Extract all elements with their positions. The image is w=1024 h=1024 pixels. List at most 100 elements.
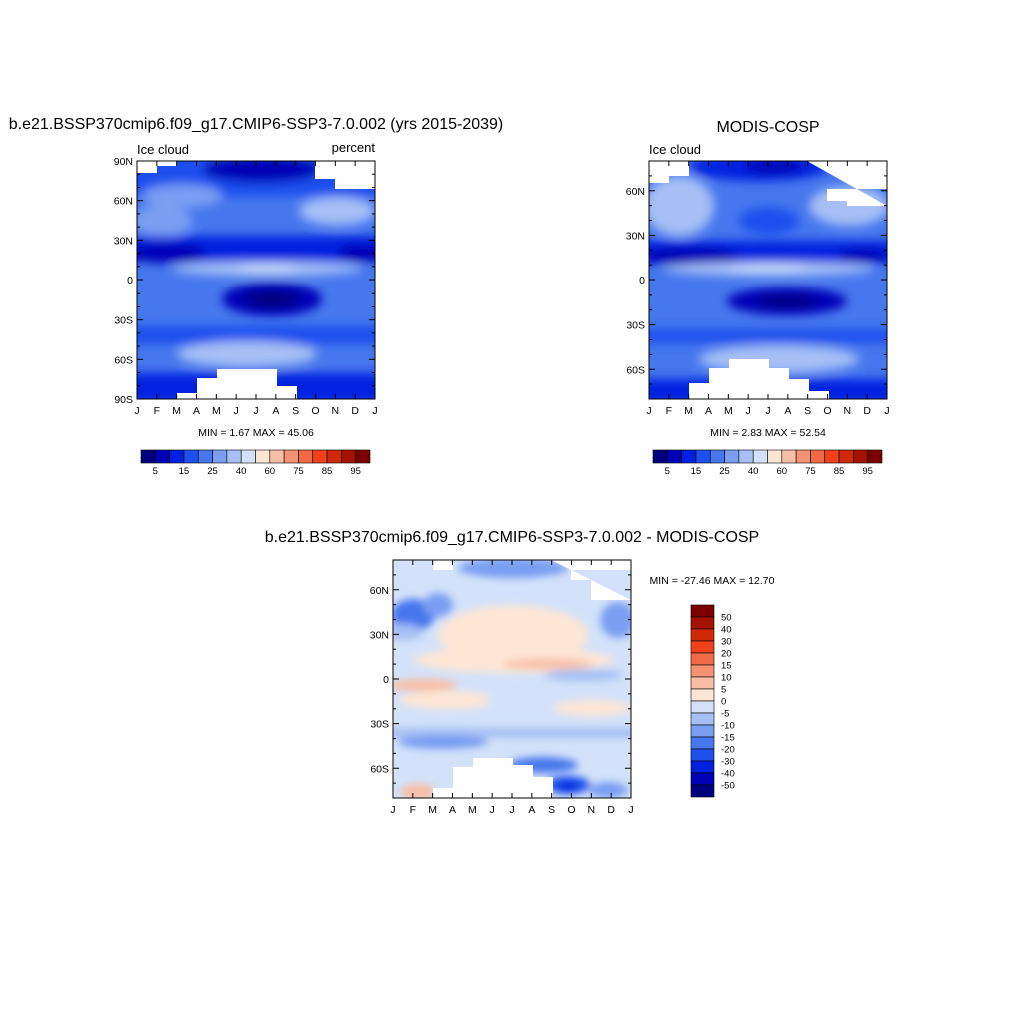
colorbar-label: -50: [721, 781, 735, 792]
y-tick-label: 0: [127, 275, 133, 287]
panel-obs-title: MODIS-COSP: [716, 119, 819, 136]
colorbar-label: 60: [777, 466, 788, 477]
panel-diff-stats: MIN = -27.46 MAX = 12.70: [650, 575, 775, 587]
colorbar-swatch: [724, 449, 740, 464]
x-tick-label: J: [234, 405, 239, 417]
y-tick-label: 30N: [370, 629, 389, 641]
colorbar-label: 5: [153, 466, 158, 477]
colorbar-swatch: [341, 449, 356, 464]
colorbar-label: -30: [721, 757, 735, 768]
x-tick-label: J: [509, 804, 514, 816]
colorbar-label: 15: [691, 466, 702, 477]
colorbar-swatch: [690, 700, 715, 714]
y-tick-label: 30S: [626, 320, 645, 332]
x-tick-label: J: [134, 405, 139, 417]
y-tick-label: 0: [639, 275, 645, 287]
x-tick-label: S: [548, 804, 555, 816]
colorbar-label: 25: [719, 466, 730, 477]
panel-diff-ticks: [392, 559, 632, 799]
colorbar-swatch: [140, 449, 156, 464]
colorbar-label: 40: [721, 625, 732, 636]
x-tick-label: J: [884, 405, 889, 417]
colorbar-swatch: [183, 449, 199, 464]
colorbar-label: 40: [236, 466, 247, 477]
colorbar-label: 50: [721, 613, 732, 624]
colorbar-swatch: [255, 449, 271, 464]
y-tick-label: 60S: [626, 364, 645, 376]
colorbar-swatch: [690, 724, 715, 738]
y-tick-label: 60N: [114, 196, 133, 208]
x-tick-label: N: [844, 405, 852, 417]
y-tick-label: 30N: [114, 235, 133, 247]
x-tick-label: N: [588, 804, 596, 816]
x-tick-label: J: [765, 405, 770, 417]
x-tick-label: A: [272, 405, 279, 417]
colorbar-swatch: [326, 449, 342, 464]
panel-obs: MODIS-COSP Ice cloud: [648, 119, 888, 477]
colorbar-swatch: [169, 449, 185, 464]
y-tick-label: 60N: [626, 186, 645, 198]
colorbar-swatch: [690, 604, 715, 618]
colorbar-swatch: [690, 736, 715, 750]
y-tick-label: 30N: [626, 230, 645, 242]
colorbar-swatch: [752, 449, 768, 464]
colorbar-swatch: [810, 449, 826, 464]
x-tick-label: D: [863, 405, 871, 417]
colorbar-label: 75: [293, 466, 304, 477]
colorbar-swatch: [690, 628, 715, 642]
colorbar-swatch: [690, 640, 715, 654]
colorbar-swatch: [197, 449, 213, 464]
panel-obs-colorbar: 5 15 25 40 60 75 85 95: [652, 449, 883, 477]
colorbar-label: -15: [721, 733, 735, 744]
colorbar-swatch: [283, 449, 299, 464]
colorbar-label: -20: [721, 745, 735, 756]
panel-model-variable-label: Ice cloud: [137, 142, 189, 157]
x-tick-label: A: [193, 405, 200, 417]
x-tick-label: J: [746, 405, 751, 417]
panel-model-stats: MIN = 1.67 MAX = 45.06: [198, 427, 314, 439]
x-tick-label: F: [154, 405, 160, 417]
x-tick-label: O: [567, 804, 575, 816]
colorbar-label: -5: [721, 709, 729, 720]
x-tick-label: J: [372, 405, 377, 417]
colorbar-swatch: [795, 449, 811, 464]
x-tick-label: M: [468, 804, 477, 816]
panel-obs-plot: [649, 161, 887, 399]
x-tick-label: M: [212, 405, 221, 417]
colorbar-swatch: [269, 449, 285, 464]
panel-obs-ticks: [648, 160, 888, 400]
colorbar-swatch: [298, 449, 314, 464]
panel-obs-variable-label: Ice cloud: [649, 142, 701, 157]
colorbar-label: -10: [721, 721, 735, 732]
colorbar-label: 30: [721, 637, 732, 648]
y-tick-label: 30S: [370, 719, 389, 731]
colorbar-swatch: [212, 449, 228, 464]
x-tick-label: A: [784, 405, 791, 417]
colorbar-label: 25: [207, 466, 218, 477]
colorbar-swatch: [690, 772, 715, 786]
colorbar-swatch: [695, 449, 711, 464]
colorbar-label: 15: [179, 466, 190, 477]
colorbar-label: 60: [265, 466, 276, 477]
x-tick-label: M: [428, 804, 437, 816]
panel-model: b.e21.BSSP370cmip6.f09_g17.CMIP6-SSP3-7.…: [9, 116, 504, 477]
colorbar-label: 75: [805, 466, 816, 477]
colorbar-swatch: [681, 449, 697, 464]
x-tick-label: M: [172, 405, 181, 417]
x-tick-label: J: [253, 405, 258, 417]
y-tick-label: 0: [383, 674, 389, 686]
panel-model-ticks: [136, 160, 376, 400]
panel-model-colorbar: 5 15 25 40 60 75 85 95: [140, 449, 371, 477]
colorbar-label: 10: [721, 673, 732, 684]
colorbar-swatch: [155, 449, 170, 464]
colorbar-swatch: [709, 449, 725, 464]
colorbar-swatch: [738, 449, 754, 464]
x-tick-label: F: [666, 405, 672, 417]
colorbar-swatch: [824, 449, 840, 464]
colorbar-swatch: [690, 784, 715, 798]
x-tick-label: J: [628, 804, 633, 816]
panel-model-title: b.e21.BSSP370cmip6.f09_g17.CMIP6-SSP3-7.…: [9, 116, 504, 133]
